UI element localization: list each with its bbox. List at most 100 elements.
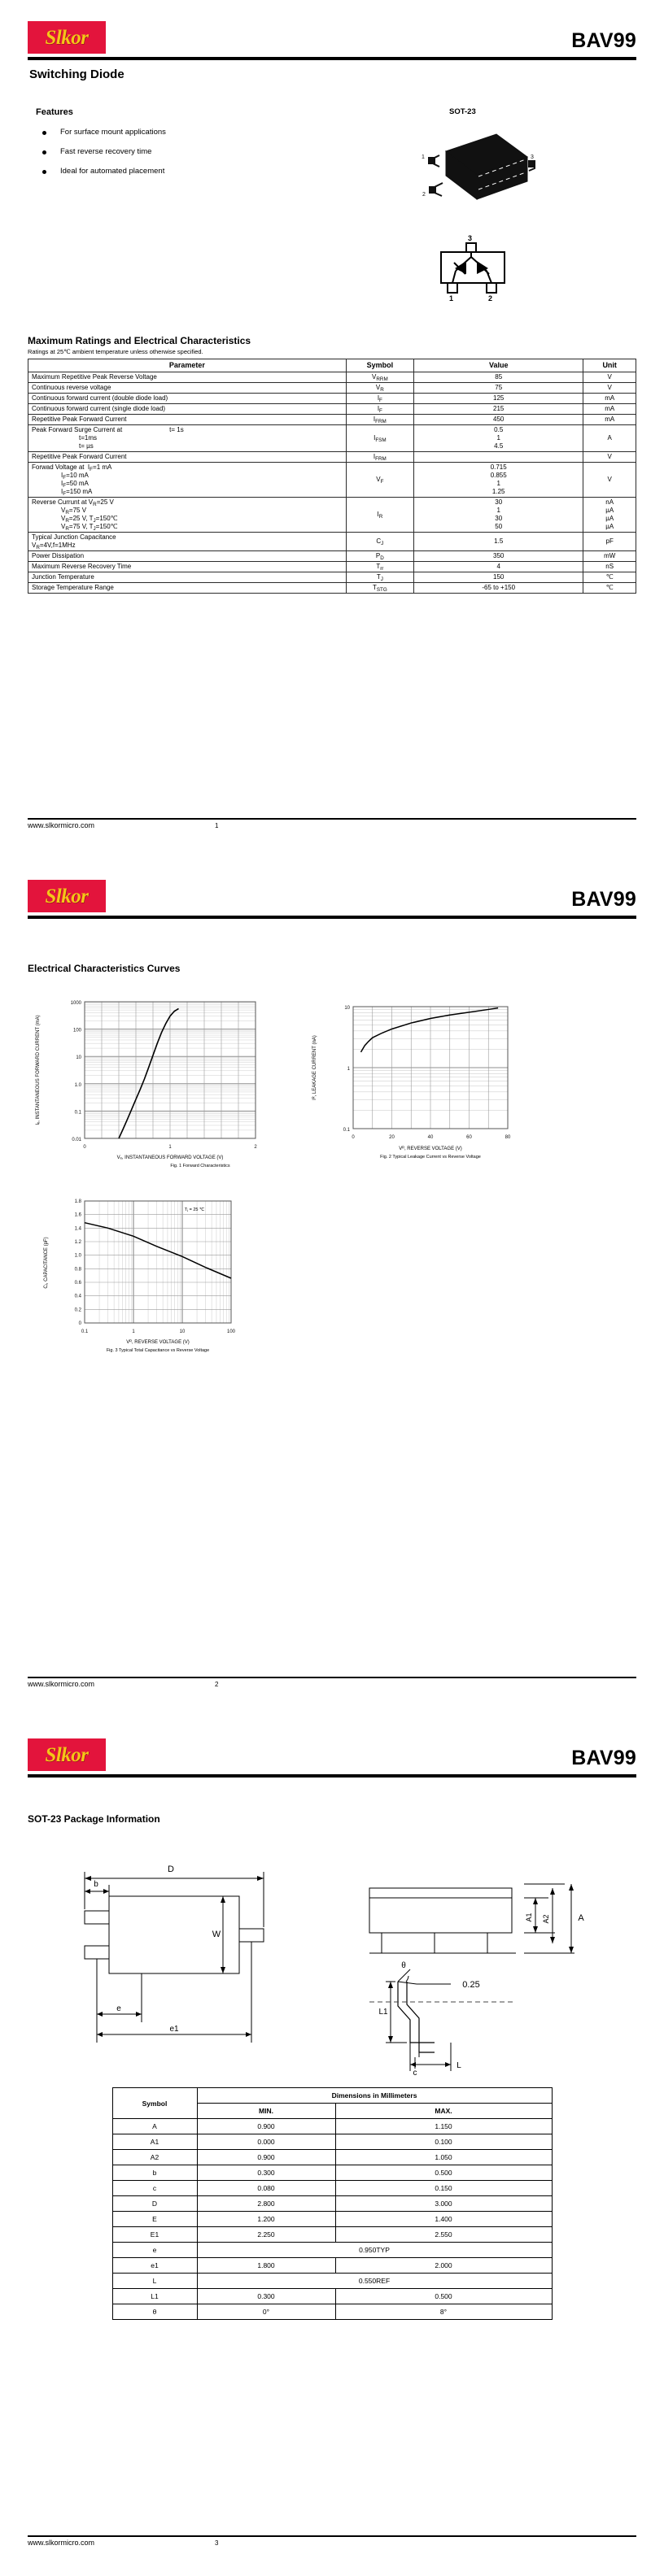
dim-col-max: MAX.: [334, 2103, 553, 2119]
feature-text: Fast reverse recovery time: [60, 147, 152, 156]
fig2-ytick: 1: [347, 1067, 351, 1072]
svg-text:L1: L1: [378, 2008, 388, 2017]
cell-value: 350: [413, 550, 584, 563]
cell-value: 215: [413, 403, 584, 416]
package-section: SOT-23: [378, 107, 636, 306]
fig2-ytick: 10: [344, 1006, 350, 1011]
dim-max: 2.000: [334, 2257, 553, 2274]
page-footer: www.slkormicro.com 2: [28, 1677, 636, 1688]
cell-unit: V: [583, 382, 636, 394]
footer-rule: [28, 1677, 636, 1678]
svg-text:W: W: [212, 1930, 221, 1939]
logo-text: Slkor: [45, 26, 89, 49]
dim-min: 0.900: [196, 2149, 336, 2165]
cell-parameter: Typical Junction Capacitance VR=4V,f=1MH…: [28, 532, 347, 552]
table-row: Continuous forward current (double diode…: [28, 393, 636, 405]
ratings-table: Parameter Symbol Value Unit Maximum Repe…: [28, 358, 636, 594]
table-header-row: Parameter Symbol Value Unit: [28, 358, 636, 373]
dim-symbol: A1: [111, 2134, 198, 2150]
svg-text:1: 1: [422, 154, 425, 160]
footer-url[interactable]: www.slkormicro.com: [28, 1680, 95, 1688]
page-number: 3: [215, 2539, 219, 2547]
cell-symbol: IF: [345, 393, 415, 405]
cell-unit: nA µA µA µA: [583, 497, 636, 533]
ratings-note: Ratings at 25℃ ambient temperature unles…: [28, 348, 203, 355]
slkor-logo: Slkor: [28, 21, 106, 54]
page-number: 1: [215, 821, 219, 829]
feature-text: Ideal for automated placement: [60, 167, 165, 176]
svg-text:b: b: [94, 1880, 98, 1889]
cell-symbol: IFSM: [345, 424, 415, 453]
cell-parameter: Continuous reverse voltage: [28, 382, 347, 394]
cell-unit: ℃: [583, 582, 636, 594]
table-row-vf: Forwad Voltage at IF=1 mA IF=10 mA IF=50…: [28, 462, 636, 498]
cell-parameter: Power Dissipation: [28, 550, 347, 563]
fig3-xtick: 10: [180, 1329, 186, 1334]
cell-parameter: Peak Forward Surge Current at t= 1s t=1ms…: [28, 424, 347, 453]
cell-parameter: Maximum Reverse Recovery Time: [28, 561, 347, 573]
dim-symbol: E: [111, 2211, 198, 2227]
svg-text:D: D: [168, 1865, 174, 1874]
fig1-ylabel: Iₑ, INSTANTANEOUS FORWARD CURRENT (mA): [36, 1015, 41, 1125]
dim-max: 1.400: [334, 2211, 553, 2227]
dim-symbol: c: [111, 2180, 198, 2196]
logo-text: Slkor: [45, 1743, 89, 1766]
dim-symbol: A2: [111, 2149, 198, 2165]
fig2-xtick: 60: [466, 1135, 472, 1140]
logo-text: Slkor: [45, 885, 89, 907]
cell-symbol: PD: [345, 550, 415, 563]
footer-url[interactable]: www.slkormicro.com: [28, 2539, 95, 2547]
table-row: Repetitive Peak Forward Current IFRM 450…: [28, 414, 636, 426]
cell-unit: V: [583, 462, 636, 498]
cell-value: 75: [413, 382, 584, 394]
cell-unit: nS: [583, 561, 636, 573]
cell-unit: V: [583, 372, 636, 384]
document-title: Switching Diode: [29, 67, 124, 81]
dim-symbol: L: [111, 2273, 198, 2289]
dim-min: 1.200: [196, 2211, 336, 2227]
dim-row: θ 0° 8°: [111, 2304, 553, 2320]
page-header: Slkor BAV99: [0, 1717, 664, 1778]
svg-text:θ: θ: [401, 1961, 406, 1970]
col-value: Value: [413, 358, 584, 373]
cell-unit: pF: [583, 532, 636, 552]
dimensions-table: Symbol Dimensions in Millimeters MIN. MA…: [111, 2087, 553, 2320]
ratings-title: Maximum Ratings and Electrical Character…: [28, 335, 251, 346]
table-row: Power Dissipation PD 350 mW: [28, 550, 636, 563]
fig1-caption: Fig. 1 Forward Characteristics: [170, 1164, 230, 1168]
fig3-ytick: 1.0: [75, 1254, 82, 1259]
fig3-xtick: 1: [132, 1329, 135, 1334]
footer-url[interactable]: www.slkormicro.com: [28, 821, 95, 829]
dim-max: 0.500: [334, 2288, 553, 2304]
cell-value: 30 1 30 50: [413, 497, 584, 533]
chart-fig1: 1000 100 10 1.0 0.1 0.01 0 1 2 Vₑ, INSTA…: [28, 992, 296, 1183]
part-number: BAV99: [571, 29, 636, 52]
dim-min: 0.300: [196, 2288, 336, 2304]
dim-min: 0°: [196, 2304, 336, 2320]
cell-parameter: Forwad Voltage at IF=1 mA IF=10 mA IF=50…: [28, 462, 347, 498]
cell-symbol: TJ: [345, 572, 415, 584]
cell-unit: A: [583, 424, 636, 453]
fig3-annotation: Tⱼ = 25 ℃: [185, 1208, 205, 1212]
feature-item: Ideal for automated placement: [36, 167, 378, 176]
package-drawings: D b W e: [0, 1839, 664, 2320]
bullet-icon: [42, 131, 46, 135]
fig3-ytick: 1.2: [75, 1240, 82, 1245]
curves-section-title-wrap: Electrical Characteristics Curves: [0, 963, 664, 974]
svg-text:1: 1: [449, 294, 453, 302]
cell-value: 4: [413, 561, 584, 573]
cell-symbol: VRRM: [345, 372, 415, 384]
cell-parameter: Maximum Repetitive Peak Reverse Voltage: [28, 372, 347, 384]
cell-symbol: CJ: [345, 532, 415, 552]
feature-text: For surface mount applications: [60, 128, 166, 137]
dim-symbol: θ: [111, 2304, 198, 2320]
table-row: Maximum Reverse Recovery Time Trr 4 nS: [28, 561, 636, 573]
cell-unit: mA: [583, 393, 636, 405]
bullet-icon: [42, 170, 46, 174]
part-number: BAV99: [571, 888, 636, 911]
dim-col-group: Dimensions in Millimeters: [196, 2087, 553, 2104]
package-label: SOT-23: [449, 107, 476, 116]
feature-item: For surface mount applications: [36, 128, 378, 137]
chart-fig2: 10 1 0.1 0 20 40 60 80 Vᴿ, REVERSE VOLTA…: [296, 992, 565, 1183]
page-number: 2: [215, 1680, 219, 1688]
